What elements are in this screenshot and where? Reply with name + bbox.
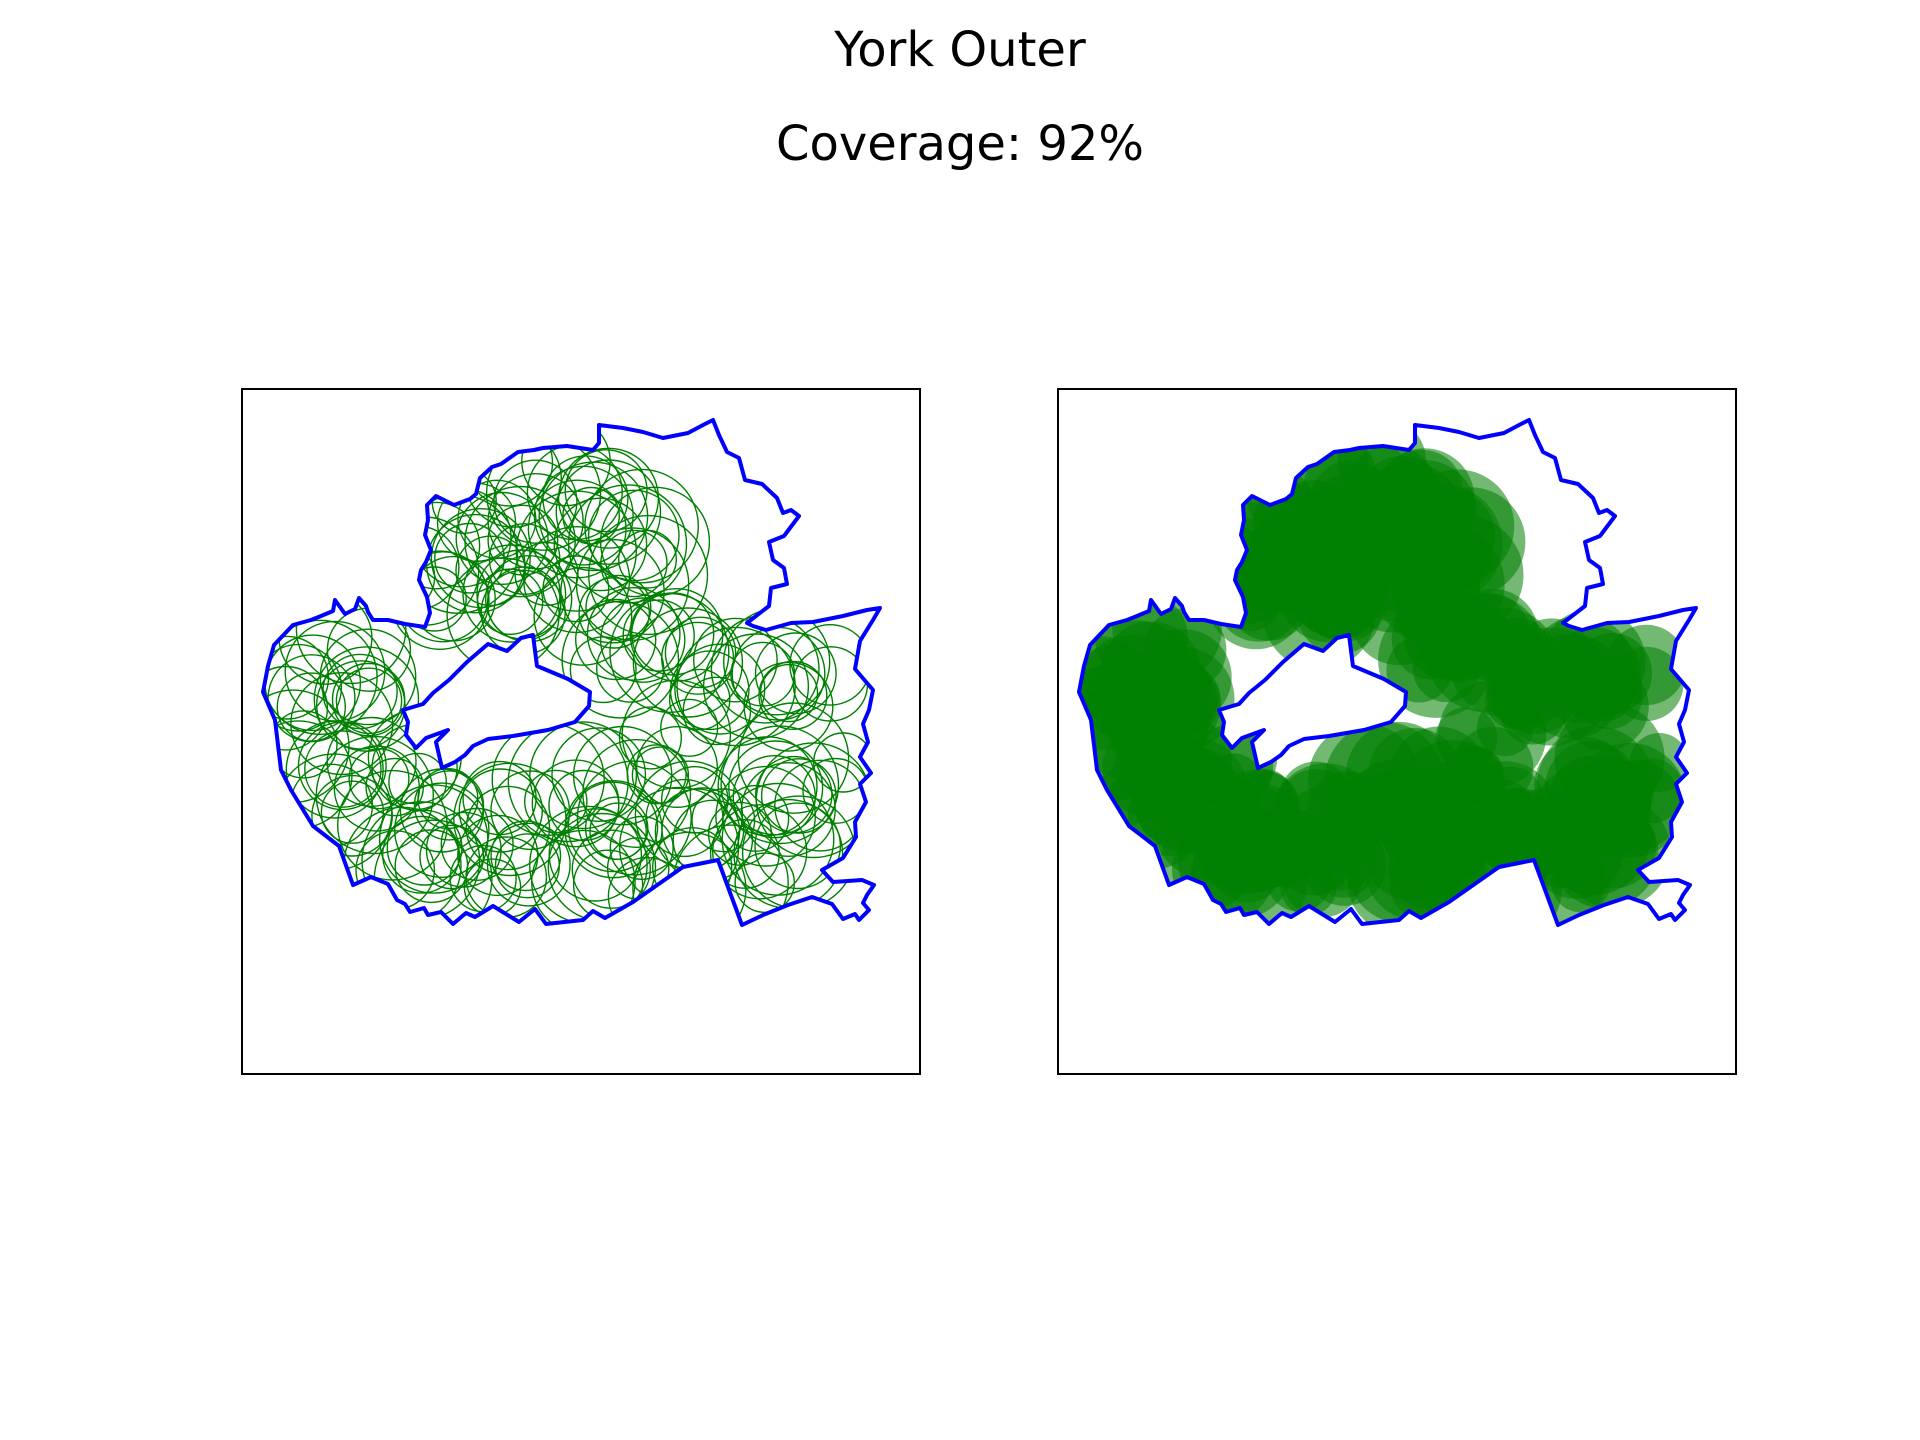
- coverage-circle: [660, 698, 719, 757]
- coverage-circle: [1426, 593, 1545, 713]
- coverage-circle: [388, 752, 448, 812]
- coverage-circles-filled: [1079, 420, 1689, 925]
- coverage-circle: [553, 497, 648, 592]
- coverage-circle: [754, 632, 837, 715]
- coverage-circle: [533, 465, 634, 566]
- coverage-circle: [600, 529, 668, 598]
- coverage-circle: [720, 725, 840, 845]
- coverage-circle: [564, 780, 663, 879]
- coverage-subtitle: Coverage: 92%: [775, 116, 1145, 172]
- coverage-circle: [712, 804, 808, 900]
- coverage-circle: [758, 660, 828, 731]
- coverage-circle: [326, 716, 417, 808]
- coverage-circle: [692, 617, 778, 703]
- coverage-circle: [618, 706, 682, 770]
- coverage-circle: [564, 449, 648, 533]
- coverage-circle: [584, 796, 649, 861]
- coverage-circle: [425, 811, 502, 888]
- coverage-circle: [365, 541, 436, 613]
- coverage-circle: [664, 616, 737, 689]
- coverage-circle: [760, 758, 837, 834]
- coverage-circle: [419, 824, 485, 890]
- coverage-circle: [348, 748, 410, 810]
- coverage-circle: [1181, 542, 1251, 612]
- coverage-circle: [336, 769, 448, 881]
- coverage-circle: [320, 780, 385, 844]
- coverage-circle: [290, 672, 394, 776]
- coverage-circle: [316, 660, 406, 750]
- coverage-circle: [322, 653, 398, 730]
- coverage-circle: [587, 489, 680, 582]
- coverage-circle: [529, 721, 638, 830]
- coverage-circle: [375, 525, 460, 610]
- constituency-boundary: [1077, 418, 1698, 927]
- coverage-circle: [660, 765, 729, 834]
- coverage-circle: [588, 514, 709, 636]
- coverage-circle: [567, 484, 688, 604]
- coverage-circle: [464, 485, 576, 598]
- map-svg-filled: [1077, 418, 1698, 927]
- coverage-circle: [1605, 624, 1687, 706]
- coverage-circle: [1138, 654, 1214, 729]
- coverage-circle: [709, 818, 780, 889]
- coverage-circle: [632, 607, 744, 718]
- coverage-circle: [490, 820, 562, 892]
- constituency-boundary: [261, 418, 882, 927]
- coverage-circle: [622, 599, 695, 672]
- coverage-circle: [702, 633, 810, 740]
- coverage-circle: [717, 736, 818, 837]
- coverage-circle: [674, 643, 766, 735]
- coverage-circle: [599, 597, 686, 683]
- coverage-circle: [548, 769, 620, 842]
- coverage-circle: [560, 538, 665, 644]
- coverage-circle: [378, 784, 489, 894]
- coverage-circle: [275, 753, 393, 871]
- coverage-circle: [548, 808, 643, 902]
- coverage-circle: [576, 760, 692, 876]
- coverage-circle: [365, 757, 424, 817]
- coverage-circle: [440, 807, 514, 882]
- coverage-circle: [533, 566, 633, 666]
- coverage-circle: [596, 634, 665, 703]
- coverage-circle: [629, 587, 724, 682]
- coverage-circle: [335, 667, 403, 735]
- coverage-circle: [636, 726, 719, 809]
- coverage-circle: [691, 788, 756, 853]
- coverage-circle: [486, 822, 571, 907]
- coverage-circle: [571, 829, 651, 909]
- map-svg-outline: [261, 418, 882, 927]
- coverage-circle: [626, 744, 687, 805]
- coverage-circle: [732, 755, 816, 839]
- coverage-circle: [728, 740, 824, 836]
- map-panel-filled: [1057, 388, 1737, 1075]
- coverage-circle: [1393, 761, 1508, 875]
- coverage-circle: [561, 600, 680, 719]
- coverage-circle: [1303, 823, 1387, 906]
- coverage-circle: [304, 730, 382, 808]
- coverage-circle: [631, 746, 690, 804]
- map-panel-outline: [241, 388, 921, 1075]
- coverage-circles-outline: [263, 420, 874, 925]
- coverage-circle: [367, 710, 462, 805]
- coverage-circle: [618, 529, 678, 589]
- coverage-circle: [263, 643, 343, 732]
- coverage-circle: [715, 765, 816, 867]
- coverage-circle: [759, 663, 819, 723]
- coverage-circle: [488, 523, 561, 595]
- coverage-circle: [455, 491, 549, 585]
- coverage-circle: [285, 720, 384, 819]
- coverage-circle: [737, 702, 850, 814]
- coverage-circle: [599, 486, 711, 597]
- coverage-circle: [569, 636, 637, 704]
- coverage-circle: [609, 592, 730, 714]
- coverage-circle: [313, 646, 420, 752]
- coverage-circle: [276, 672, 347, 742]
- coverage-circle: [567, 781, 659, 873]
- coverage-circle: [555, 459, 662, 565]
- coverage-circle: [493, 459, 578, 544]
- figure-title: York Outer: [834, 22, 1086, 78]
- coverage-circle: [551, 727, 647, 822]
